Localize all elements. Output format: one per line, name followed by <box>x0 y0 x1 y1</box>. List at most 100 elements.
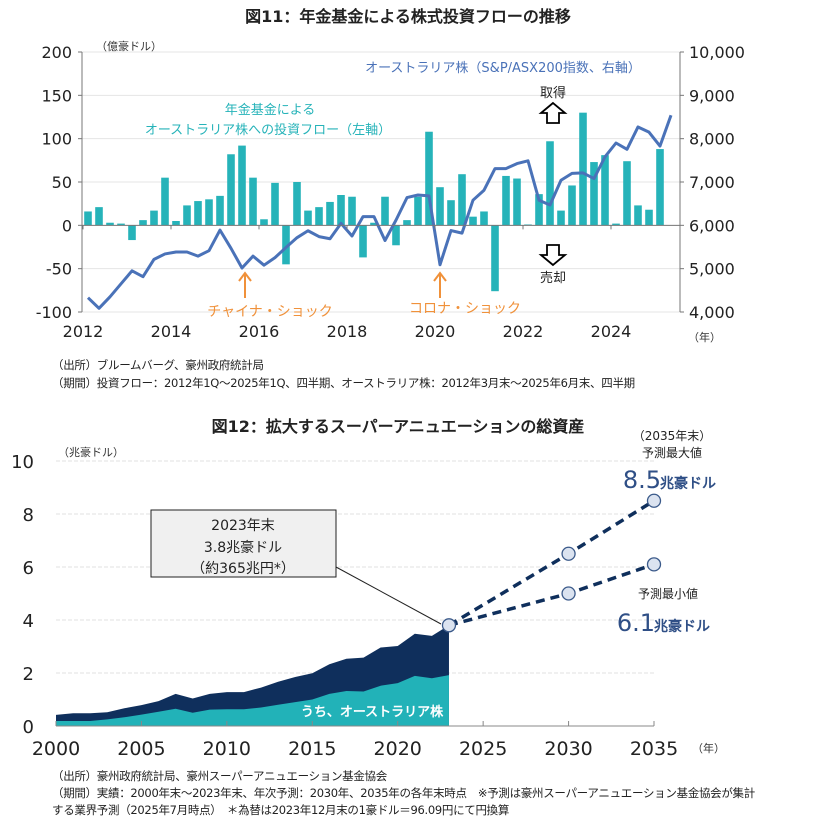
flow-bar <box>381 196 389 226</box>
chart2-source-note: （出所）豪州政府統計局、豪州スーパーアニュエーション基金協会 <box>52 769 387 783</box>
flow-bar <box>227 154 235 226</box>
callout-line1: 2023年末 <box>211 518 275 534</box>
flow-bar <box>359 225 367 258</box>
flow-bar <box>601 155 609 226</box>
flow-bar <box>469 216 477 226</box>
chart2-period-note: （期間）実績：2000年末～2023年末、年次予測：2030年、2035年の各年… <box>52 786 755 800</box>
y-tick-label: 4 <box>23 611 34 632</box>
flow-bar <box>337 195 345 226</box>
flow-bar <box>304 210 312 226</box>
flow-bar <box>612 223 620 226</box>
flow-bar <box>579 112 587 226</box>
right-tick-label: 7,000 <box>689 173 735 192</box>
flow-bar <box>458 174 466 226</box>
buy-label: 取得 <box>540 85 566 101</box>
chart1-asx200-line <box>86 114 673 310</box>
x-tick-label: 2000 <box>32 738 80 760</box>
flow-bar <box>370 222 378 226</box>
chart2-forecast-lines <box>441 493 662 633</box>
flow-bar <box>403 220 411 226</box>
down-arrow-icon <box>538 244 568 267</box>
flow-bar <box>436 187 444 226</box>
y-tick-label: 8 <box>23 505 34 526</box>
callout-line3: （約365兆円*） <box>191 561 295 577</box>
china-shock-arrow-icon <box>238 271 252 298</box>
flow-bar <box>568 185 576 226</box>
chart1-bar-legend-line2: オーストラリア株への投資フロー（左軸） <box>145 122 391 138</box>
flow-bar <box>216 195 224 226</box>
flow-bar <box>139 220 147 226</box>
up-arrow-icon <box>538 101 568 124</box>
flow-bar <box>194 201 202 226</box>
min-title-label: 予測最小値 <box>638 586 698 601</box>
x-tick-label: 2018 <box>327 322 368 341</box>
flow-bar <box>535 194 543 226</box>
left-tick-label: 150 <box>41 86 72 105</box>
flow-bar <box>238 145 246 226</box>
flow-bar <box>205 199 213 226</box>
x-tick-label: 2035 <box>630 738 678 760</box>
chart2-aus-equities-label: うち、オーストラリア株 <box>301 704 444 720</box>
chart1-source-note: （出所）ブルームバーグ、豪州政府統計局 <box>52 358 264 372</box>
flow-bar <box>480 211 488 226</box>
flow-bar <box>106 222 114 226</box>
min-value: 6.1 <box>617 609 655 637</box>
chart1-left-unit: （億豪ドル） <box>96 39 162 53</box>
chart1-period-note: （期間）投資フロー：2012年1Q～2025年1Q、四半期、オーストラリア株：2… <box>52 376 635 390</box>
data-point-marker <box>441 618 457 633</box>
max-period-label: （2035年末） <box>633 429 712 443</box>
flow-bar <box>326 201 334 226</box>
x-tick-label: 2030 <box>544 738 592 760</box>
flow-bar <box>502 175 510 226</box>
flow-bar <box>172 221 180 226</box>
flow-bar <box>590 162 598 226</box>
x-tick-label: 2024 <box>591 322 632 341</box>
flow-bar <box>161 177 169 226</box>
data-point-marker <box>561 546 576 561</box>
sell-label: 売却 <box>540 270 566 286</box>
flow-bar <box>150 210 158 226</box>
chart2-fx-note: する業界予測（2025年7月時点） ＊為替は2023年12月末の1豪ドル＝96.… <box>52 803 510 817</box>
flow-bar <box>183 205 191 226</box>
max-value: 8.5 <box>623 466 661 494</box>
flow-bar <box>645 209 653 226</box>
chart1-title: 図11：年金基金による株式投資フローの推移 <box>245 7 571 26</box>
flow-bar <box>260 219 268 226</box>
forecast-max-line <box>448 499 655 627</box>
flow-bar <box>282 225 290 265</box>
left-tick-label: 200 <box>41 43 72 62</box>
x-tick-label: 2005 <box>117 738 165 760</box>
data-point-marker <box>561 586 576 601</box>
flow-bar <box>557 210 565 226</box>
min-unit: 兆豪ドル <box>654 618 710 635</box>
flow-bar <box>249 177 257 226</box>
callout-line2: 3.8兆豪ドル <box>204 540 282 556</box>
x-tick-label: 2014 <box>151 322 192 341</box>
corona-shock-label: コロナ・ショック <box>409 301 521 317</box>
flow-bar <box>623 161 631 226</box>
max-title-label: 予測最大値 <box>642 445 702 460</box>
flow-bar <box>414 196 422 226</box>
y-tick-label: 0 <box>23 717 34 738</box>
callout-box <box>150 509 337 578</box>
x-tick-label: 2010 <box>203 738 251 760</box>
flow-bar <box>315 207 323 226</box>
x-tick-label: 2015 <box>288 738 336 760</box>
y-tick-label: 2 <box>23 664 34 685</box>
shock-arrows <box>238 271 447 298</box>
china-shock-label: チャイナ・ショック <box>207 304 333 320</box>
chart2-australian-equities-area <box>56 675 449 726</box>
x-tick-label: 2012 <box>63 322 104 341</box>
x-tick-label: 2022 <box>503 322 544 341</box>
chart2-title: 図12：拡大するスーパーアニュエーションの総資産 <box>212 417 585 436</box>
y-tick-label: 10 <box>11 452 34 473</box>
right-tick-label: 10,000 <box>689 43 745 62</box>
y-tick-label: 6 <box>23 558 34 579</box>
flow-bar <box>447 200 455 226</box>
data-point-marker <box>646 557 662 572</box>
left-tick-label: 50 <box>52 173 72 192</box>
flow-bar <box>84 211 92 226</box>
flow-bar <box>95 207 103 226</box>
chart1-axes: 200 150 100 50 0 -50 -100 10,000 9,000 8,000 7,000… <box>36 43 745 341</box>
